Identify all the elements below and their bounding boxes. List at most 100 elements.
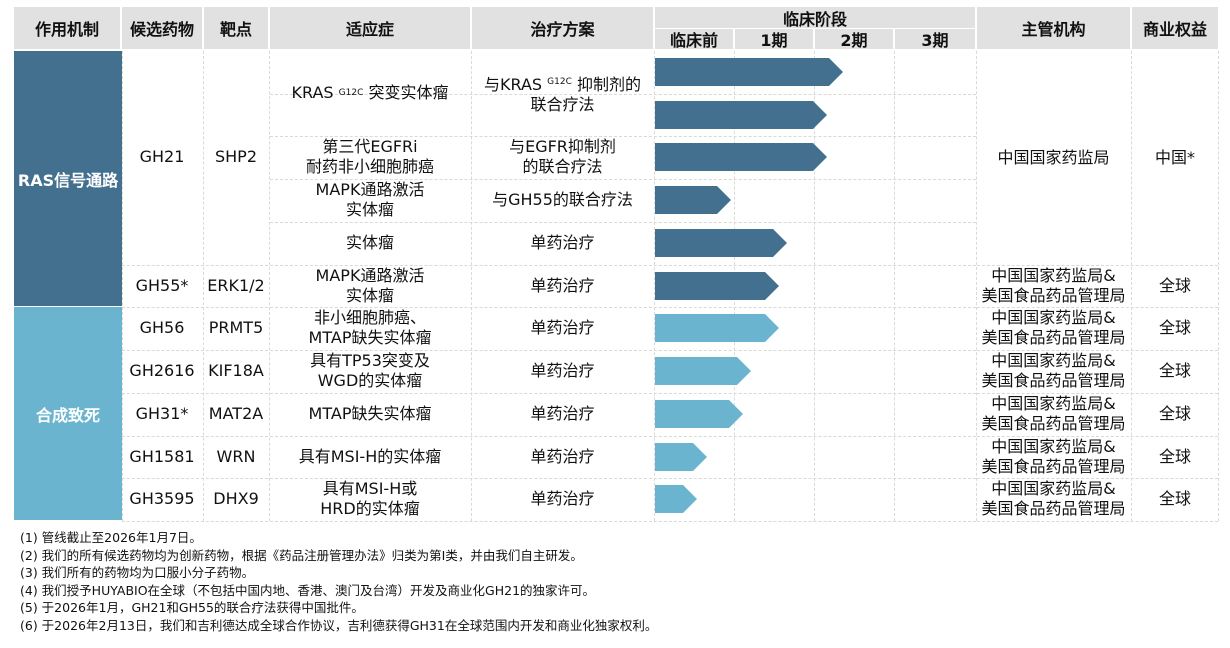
regimen-mono-5: 单药治疗 <box>530 404 595 423</box>
row-divider <box>122 478 268 479</box>
row-divider <box>270 222 976 223</box>
target-dhx9: DHX9 <box>213 489 259 508</box>
row-divider <box>270 265 976 266</box>
phase-progress-arrow <box>655 101 827 129</box>
authority-gh1581: 中国国家药监局& 美国食品药品管理局 <box>981 437 1126 476</box>
authority-gh2616: 中国国家药监局& 美国食品药品管理局 <box>981 351 1126 390</box>
row-divider <box>977 350 1218 351</box>
row-divider <box>270 94 976 95</box>
footnote-5: (5) 于2026年1月，GH21和GH55的联合疗法获得中国批件。 <box>20 600 364 615</box>
column-divider <box>122 51 123 521</box>
row-divider <box>977 478 1218 479</box>
header-phase-3: 3期 <box>895 29 975 50</box>
regimen-kras-suffix: 抑制剂的 <box>571 74 641 94</box>
rights-gh2616: 全球 <box>1158 361 1191 380</box>
indication-tp53: 具有TP53突变及 WGD的实体瘤 <box>310 351 430 390</box>
row-divider <box>270 436 976 437</box>
mechanism-ras: RAS信号通路 <box>14 51 122 306</box>
regimen-kras-prefix: 与KRAS <box>484 74 548 94</box>
header-target: 靶点 <box>204 7 268 49</box>
authority-gh31: 中国国家药监局& 美国食品药品管理局 <box>981 394 1126 433</box>
indication-mapk-1: MAPK通路激活 实体瘤 <box>315 180 425 219</box>
target-shp2: SHP2 <box>214 147 257 166</box>
target-mat2a: MAT2A <box>208 404 264 423</box>
regimen-egfr-combo: 与EGFR抑制剂 的联合疗法 <box>509 137 616 176</box>
target-kif18a: KIF18A <box>208 361 264 380</box>
row-divider <box>122 436 268 437</box>
row-divider <box>270 350 976 351</box>
row-divider <box>977 265 1218 266</box>
rights-gh1581: 全球 <box>1158 447 1191 466</box>
column-divider <box>894 51 895 521</box>
header-regimen: 治疗方案 <box>472 7 653 49</box>
target-prmt5: PRMT5 <box>208 318 264 337</box>
header-phase-2: 2期 <box>815 29 893 50</box>
regimen-gh55-combo: 与GH55的联合疗法 <box>492 190 633 209</box>
candidate-gh31: GH31* <box>135 404 189 423</box>
phase-progress-arrow <box>655 186 731 214</box>
candidate-gh56: GH56 <box>139 318 185 337</box>
header-authority: 主管机构 <box>977 7 1130 49</box>
candidate-gh2616: GH2616 <box>129 361 195 380</box>
regimen-kras-line2: 联合疗法 <box>530 94 595 114</box>
column-divider <box>976 51 977 521</box>
regimen-kras-sup: G12C <box>547 76 572 87</box>
footnote-4: (4) 我们授予HUYABIO在全球（不包括中国内地、香港、澳门及台湾）开发及商… <box>20 582 596 598</box>
row-divider <box>122 393 268 394</box>
row-divider <box>270 136 976 137</box>
row-divider <box>122 350 268 351</box>
header-rights: 商业权益 <box>1132 7 1218 49</box>
phase-progress-arrow <box>655 443 707 471</box>
row-divider <box>122 307 268 308</box>
indication-kras-suffix: 突变实体瘤 <box>363 83 449 102</box>
phase-progress-arrow <box>655 357 751 385</box>
authority-gh56: 中国国家药监局& 美国食品药品管理局 <box>981 308 1126 347</box>
rights-gh3595: 全球 <box>1158 489 1191 508</box>
regimen-mono-3: 单药治疗 <box>530 318 595 337</box>
indication-nsclc-mtap: 非小细胞肺癌、 MTAP缺失实体瘤 <box>308 308 432 347</box>
rights-gh55: 全球 <box>1158 276 1191 295</box>
indication-solid-tumor: 实体瘤 <box>345 233 394 252</box>
regimen-kras-combo: 与KRAS G12C 抑制剂的 联合疗法 <box>472 51 653 135</box>
authority-gh3595: 中国国家药监局& 美国食品药品管理局 <box>981 479 1126 518</box>
phase-progress-arrow <box>655 143 827 171</box>
regimen-mono-1: 单药治疗 <box>530 233 595 252</box>
footnote-1: (1) 管线截止至2026年1月7日。 <box>20 530 202 545</box>
row-divider <box>122 521 268 522</box>
header-phase-1: 1期 <box>735 29 813 50</box>
phase-progress-arrow <box>655 58 843 86</box>
row-divider <box>270 521 976 522</box>
row-divider <box>977 521 1218 522</box>
rights-gh31: 全球 <box>1158 404 1191 423</box>
header-phase-preclinical: 临床前 <box>655 29 733 50</box>
column-divider <box>269 51 270 521</box>
rights-gh21: 中国* <box>1154 147 1195 167</box>
footnote-6: (6) 于2026年2月13日，我们和吉利德达成全球合作协议，吉利德获得GH31… <box>20 617 658 633</box>
phase-progress-arrow <box>655 400 743 428</box>
row-divider <box>270 393 976 394</box>
footnote-2: (2) 我们的所有候选药物均为创新药物，根据《药品注册管理办法》归类为第Ⅰ类，并… <box>20 547 583 563</box>
header-phase-group: 临床阶段 <box>655 7 975 29</box>
column-divider <box>1131 51 1132 521</box>
regimen-mono-2: 单药治疗 <box>530 276 595 295</box>
indication-mapk-2: MAPK通路激活 实体瘤 <box>315 266 425 305</box>
footnote-3: (3) 我们所有的药物均为口服小分子药物。 <box>20 565 255 580</box>
regimen-mono-7: 单药治疗 <box>530 489 595 508</box>
column-divider <box>203 51 204 521</box>
regimen-mono-6: 单药治疗 <box>530 447 595 466</box>
authority-gh55: 中国国家药监局& 美国食品药品管理局 <box>981 266 1126 305</box>
row-divider <box>977 393 1218 394</box>
phase-progress-arrow <box>655 314 779 342</box>
footnotes: (1) 管线截止至2026年1月7日。 (2) 我们的所有候选药物均为创新药物，… <box>20 529 1210 634</box>
header-candidate: 候选药物 <box>122 7 202 49</box>
target-erk: ERK1/2 <box>207 276 265 295</box>
column-divider <box>1218 51 1219 521</box>
column-divider <box>814 51 815 521</box>
row-divider <box>270 478 976 479</box>
indication-egfr: 第三代EGFRi 耐药非小细胞肺癌 <box>305 137 434 176</box>
phase-progress-arrow <box>655 272 779 300</box>
row-divider <box>122 265 268 266</box>
column-divider <box>654 51 655 521</box>
indication-msi-h-hrd: 具有MSI-H或 HRD的实体瘤 <box>320 479 420 518</box>
